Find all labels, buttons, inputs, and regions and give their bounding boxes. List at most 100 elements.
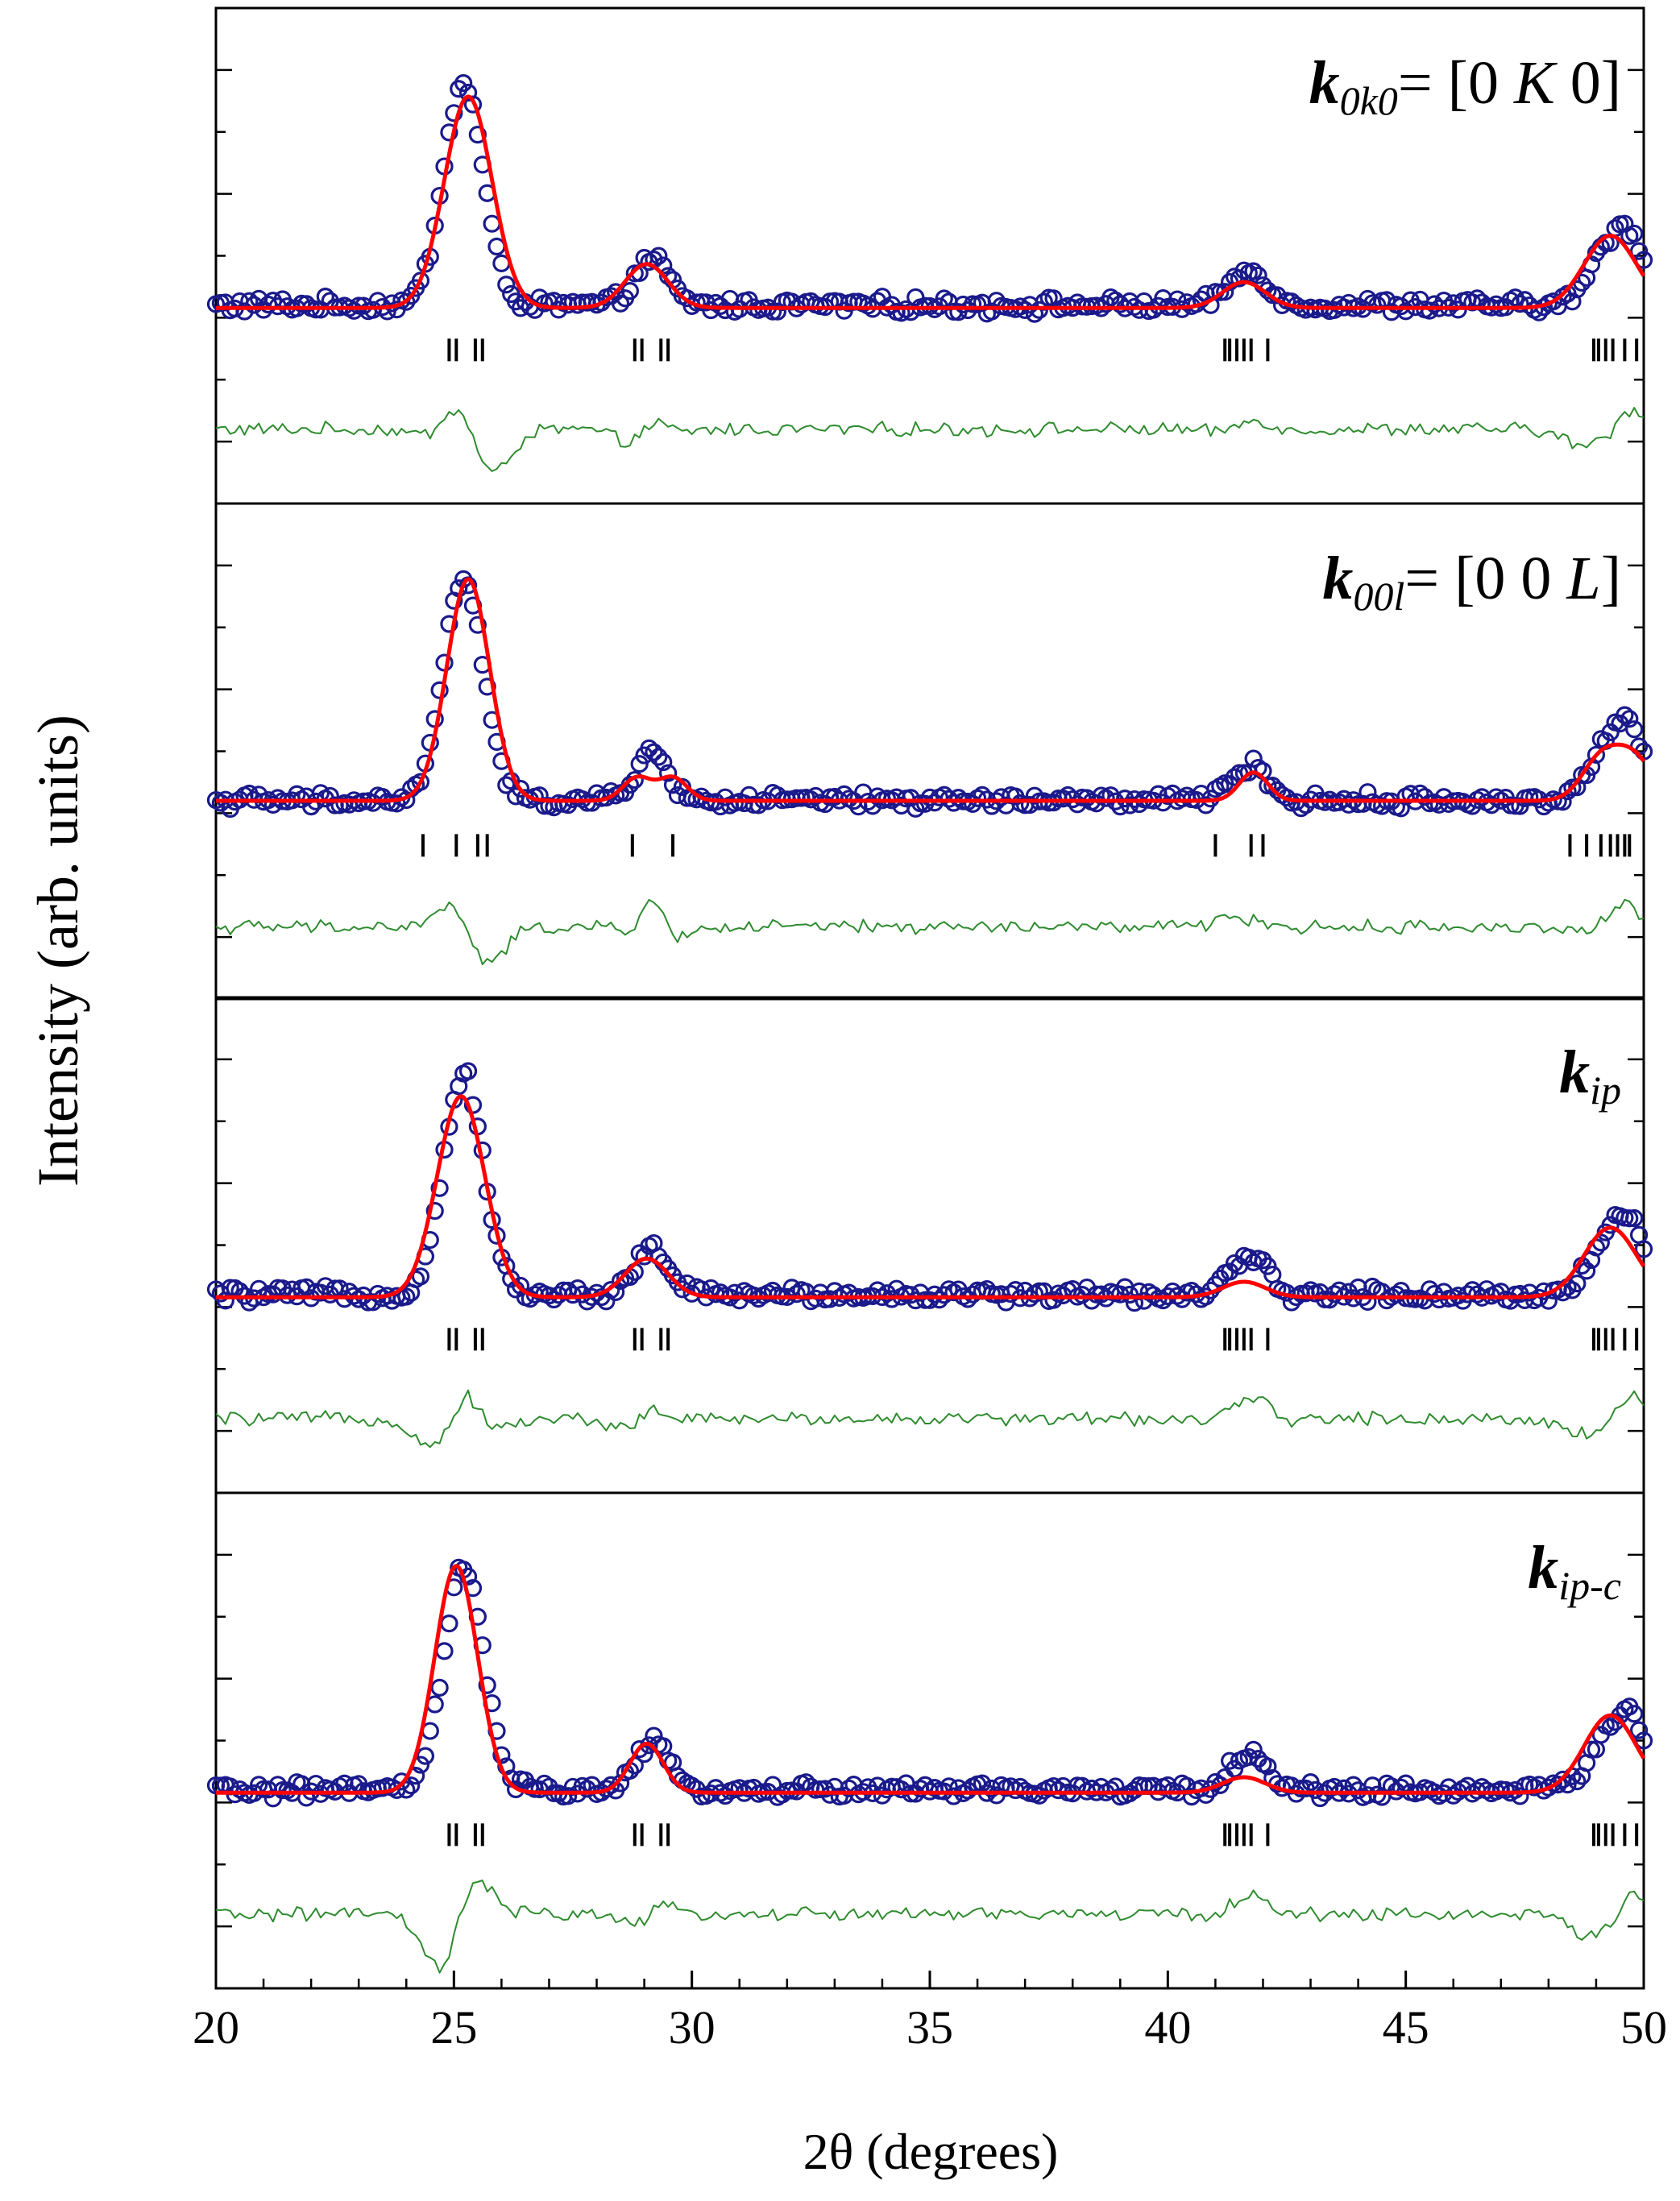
observed-point <box>497 276 516 294</box>
observed-point <box>1587 745 1606 765</box>
calculated-line <box>214 1564 1646 1795</box>
observed-point <box>316 288 334 306</box>
observed-point <box>649 247 668 265</box>
observed-point <box>1629 242 1649 260</box>
observed-point <box>763 302 782 321</box>
x-tick-label: 45 <box>1383 2001 1429 2054</box>
calculated-line <box>214 1094 1646 1299</box>
observed-point <box>1625 224 1644 243</box>
observed-point <box>645 1726 663 1745</box>
panel-label: k00l= [0 0 L] <box>1322 545 1621 619</box>
label-end: ] <box>1601 545 1621 612</box>
observed-point <box>411 773 430 791</box>
observed-point <box>597 1292 616 1311</box>
observed-point <box>902 789 920 807</box>
observed-point <box>416 1747 434 1765</box>
x-tick-label: 20 <box>193 2001 239 2054</box>
observed-point <box>463 95 483 114</box>
observed-point <box>659 764 678 782</box>
observed-point <box>1106 291 1125 309</box>
x-axis: 20 25 30 35 40 45 50 <box>193 1971 1667 2054</box>
observed-point <box>430 1179 449 1197</box>
calculated-line <box>214 94 1646 310</box>
observed-point <box>440 1614 458 1633</box>
observed-point <box>558 1787 578 1805</box>
x-tick-label: 30 <box>669 2001 716 2054</box>
observed-point <box>1634 1731 1653 1750</box>
panel-4: kip-c <box>206 1491 1653 1990</box>
x-tick-label: 25 <box>430 2001 477 2054</box>
label-k: k <box>1528 1534 1558 1602</box>
observed-point <box>864 797 882 815</box>
observed-point <box>645 743 663 761</box>
observed-point <box>1249 266 1267 284</box>
panel-frame <box>214 996 1645 1494</box>
observed-point <box>1263 777 1282 795</box>
observed-point <box>1625 1208 1644 1228</box>
observed-point <box>1549 1775 1567 1794</box>
observed-point <box>487 237 506 256</box>
panel-label: kip-c <box>1528 1534 1621 1608</box>
observed-point <box>1244 262 1263 280</box>
observed-point <box>411 271 430 290</box>
observed-point <box>440 123 458 142</box>
observed-point <box>1468 289 1487 308</box>
difference-line <box>215 1389 1645 1449</box>
observed-point <box>1629 1721 1649 1739</box>
panel-1: k0k0= [0 K 0] <box>206 6 1653 505</box>
observed-point <box>1568 1275 1587 1293</box>
observed-point <box>368 1284 387 1304</box>
observed-point <box>649 748 668 766</box>
observed-point <box>397 1287 416 1306</box>
observed-point <box>620 282 639 301</box>
label-subscript: ip <box>1590 1067 1621 1113</box>
observed-point <box>397 1780 416 1799</box>
observed-point <box>1311 1789 1329 1808</box>
observed-point <box>630 1740 649 1759</box>
observed-point <box>949 789 968 807</box>
observed-point <box>458 83 478 102</box>
x-axis-label: 2θ (degrees) <box>803 2123 1059 2180</box>
observed-point <box>1244 1740 1263 1759</box>
observed-point <box>1625 720 1644 739</box>
observed-point <box>545 1290 563 1309</box>
x-tick-label: 35 <box>906 2001 953 2054</box>
observed-point <box>1259 1257 1277 1275</box>
observed-point <box>478 1676 496 1694</box>
observed-point <box>1396 302 1415 321</box>
observed-point <box>892 304 911 322</box>
label-k: k <box>1309 49 1340 117</box>
observed-point <box>530 786 549 805</box>
observed-point <box>511 779 530 798</box>
x-tick-label: 40 <box>1144 2001 1191 2054</box>
difference-line <box>215 1880 1645 1974</box>
observed-point <box>468 126 487 144</box>
label-subscript: 0k0 <box>1340 78 1398 123</box>
label-italic: K <box>1513 49 1558 117</box>
observed-point <box>1544 292 1562 311</box>
observed-point <box>1216 283 1234 301</box>
observed-point <box>1325 301 1344 319</box>
observed-point <box>1601 1718 1620 1736</box>
difference-line <box>215 898 1645 966</box>
observed-point <box>458 1567 478 1585</box>
observed-point <box>321 786 339 806</box>
reflection-markers <box>421 834 1632 857</box>
observed-point <box>1487 788 1505 806</box>
observed-point <box>768 302 787 321</box>
panel-2: k00l= [0 0 L] <box>206 502 1653 1001</box>
observed-point <box>411 1267 430 1286</box>
observed-point <box>854 783 873 802</box>
label-italic: L <box>1566 545 1600 612</box>
observed-point <box>1625 1705 1644 1723</box>
observed-point <box>1558 782 1577 801</box>
observed-point <box>630 755 649 773</box>
observed-point <box>445 104 463 122</box>
observed-point <box>430 1678 449 1697</box>
observed-point <box>511 1276 530 1295</box>
label-subscript: ip-c <box>1558 1563 1621 1608</box>
label-rest: = [0 0 <box>1404 545 1566 612</box>
observed-point <box>440 615 458 633</box>
